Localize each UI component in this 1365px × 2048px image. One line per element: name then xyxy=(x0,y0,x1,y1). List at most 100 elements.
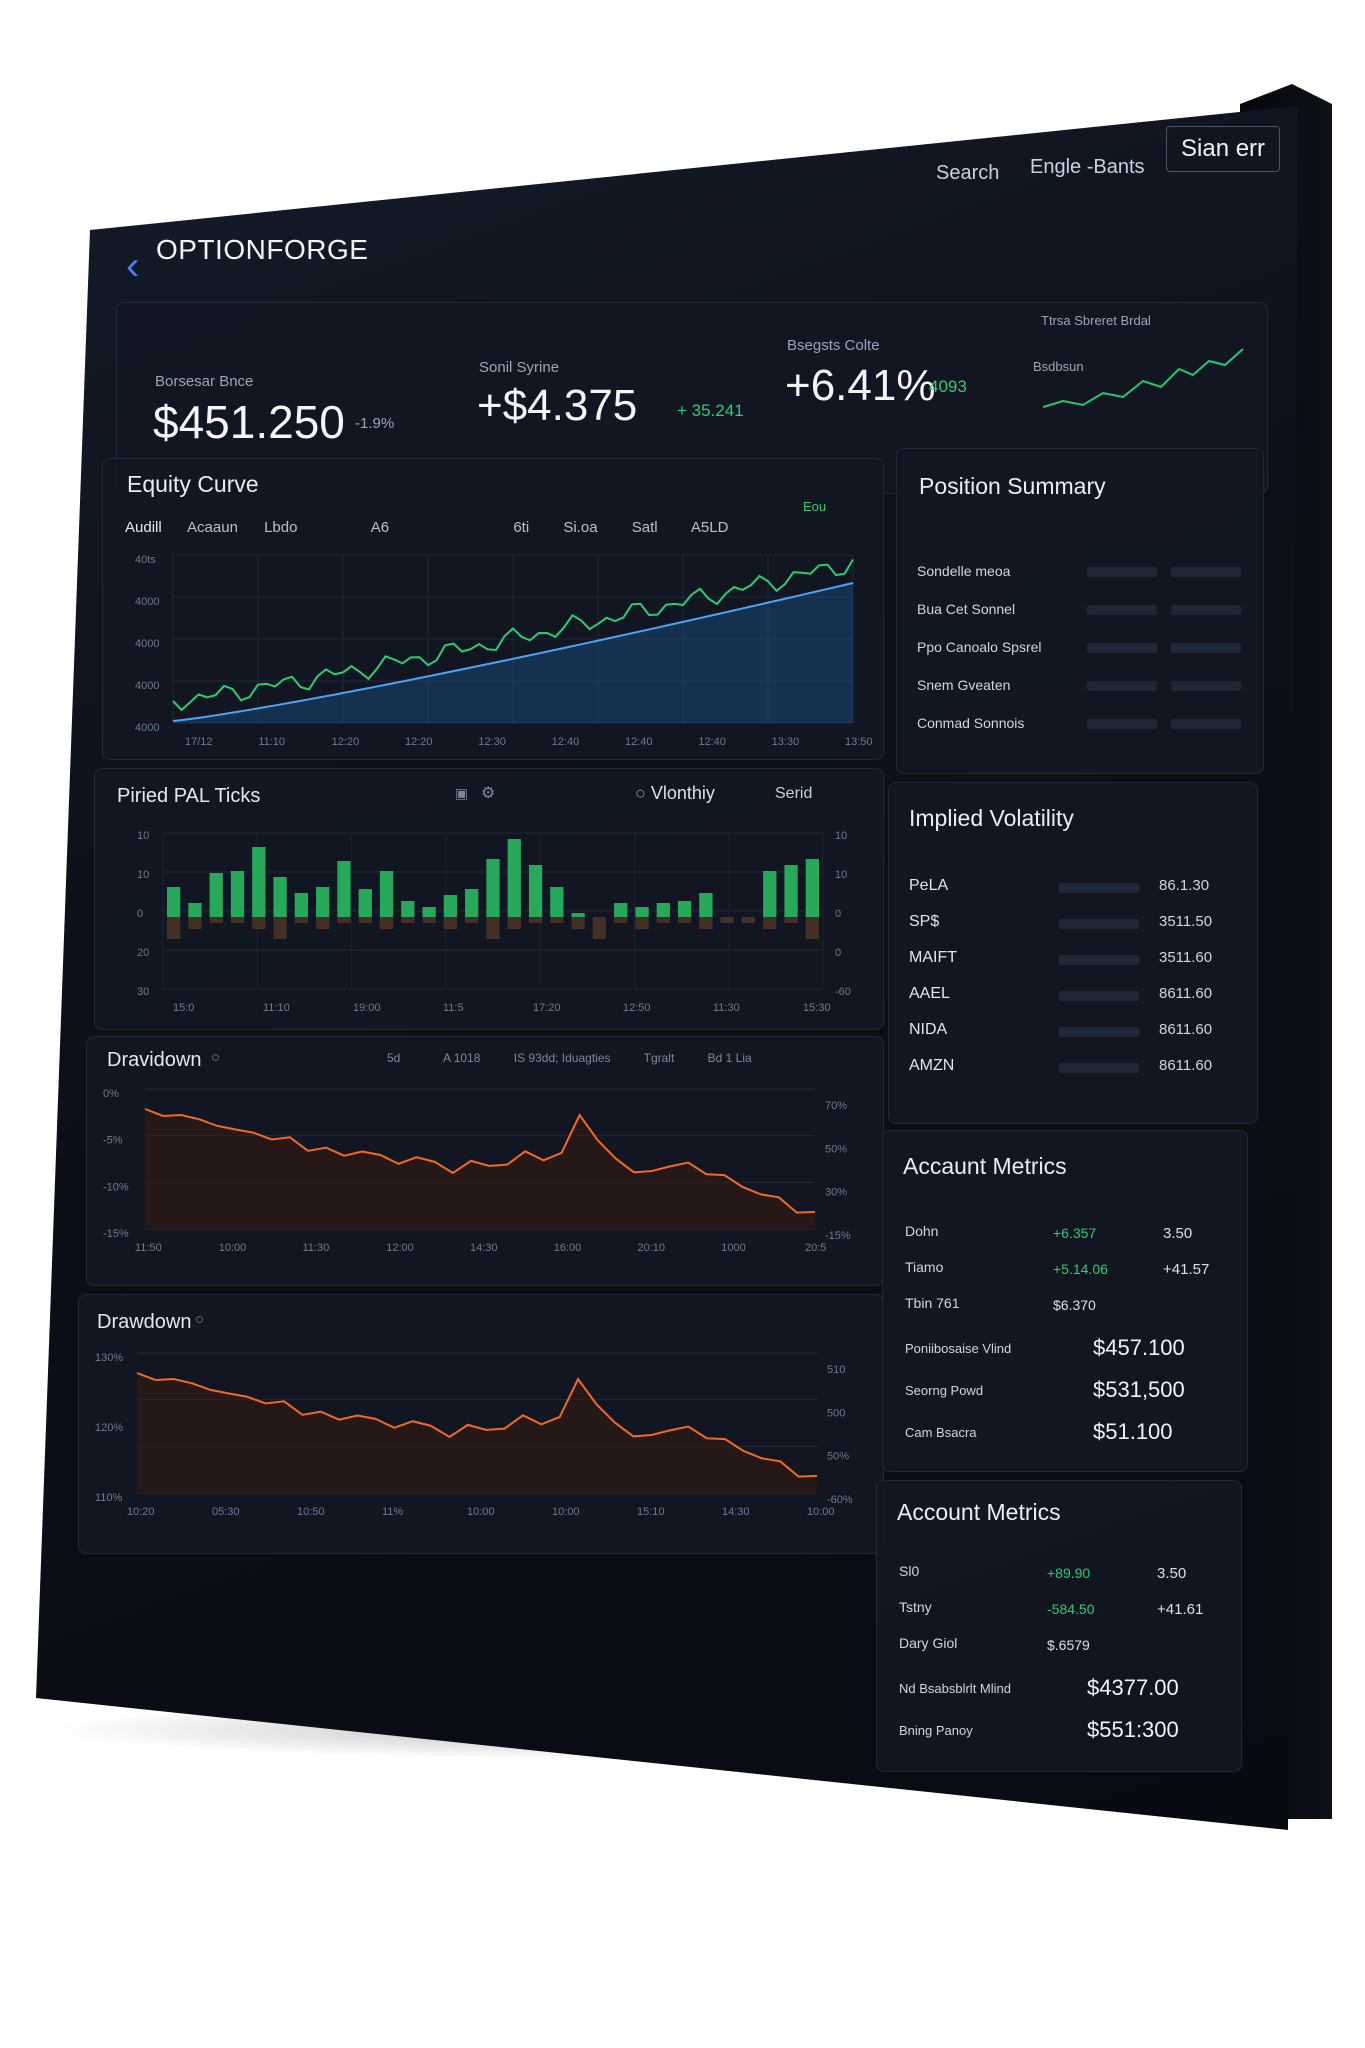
equity-x-tick: 12:20 xyxy=(332,736,360,748)
account-metrics-panel-2: Account Metrics Sl0 +89.90 3.50 Tstny -584.5… xyxy=(876,1480,1242,1772)
drawdown2-y-tick: 120% xyxy=(95,1422,123,1434)
account2-row-value-b: 3.50 xyxy=(1157,1565,1187,1582)
pnl-extra[interactable]: Serid xyxy=(775,785,813,802)
position-row-label: Conmad Sonnois xyxy=(917,715,1025,731)
pnl-toggle[interactable]: ○ Vlonthiy xyxy=(635,783,715,804)
account2-row-label: Tstny xyxy=(899,1599,932,1615)
implied-vol-row[interactable]: NIDA 8611.60 xyxy=(889,1015,1257,1049)
equity-legend: Eou xyxy=(803,499,827,514)
value-placeholder xyxy=(1059,919,1139,929)
account1-row: Tbin 761 $6.370 xyxy=(883,1289,1247,1323)
implied-vol-ticker: MAIFT xyxy=(909,949,957,966)
pnl-y-tick: 10 xyxy=(137,830,149,842)
equity-tab[interactable]: Satl xyxy=(631,519,658,536)
pnl-y-tick-right: 10 xyxy=(835,830,847,842)
value-placeholder xyxy=(1087,719,1157,729)
pnl-bar xyxy=(507,839,521,917)
settings-icon[interactable]: ⚙ xyxy=(481,785,496,802)
nav-search[interactable]: Search xyxy=(936,162,1000,184)
drawdown1-x-tick: 14:30 xyxy=(470,1242,498,1254)
pnl-bar xyxy=(528,865,543,917)
position-row[interactable]: Conmad Sonnois xyxy=(897,709,1263,743)
pnl-bar xyxy=(465,889,479,917)
equity-panel: Equity Curve Audill Acaaun Lbdo A6 6ti S… xyxy=(102,458,884,760)
pnl-bar-negative xyxy=(656,917,670,923)
pnl-title: Piried PAL Ticks xyxy=(117,785,261,807)
account2-row-value-b: +41.61 xyxy=(1157,1601,1204,1618)
back-icon[interactable]: ‹ xyxy=(126,244,140,288)
drawdown2-x-tick: 14:30 xyxy=(722,1506,750,1518)
pnl-y-tick-right: 10 xyxy=(835,869,847,881)
implied-vol-value: 8611.60 xyxy=(1159,1057,1213,1074)
calendar-icon[interactable]: ▣ xyxy=(455,785,469,801)
implied-vol-row[interactable]: AAEL 8611.60 xyxy=(889,979,1257,1013)
pnl-bar-negative xyxy=(273,917,287,939)
drawdown1-y-tick-right: 70% xyxy=(825,1100,847,1112)
drawdown-header-item: A 1018 xyxy=(443,1051,481,1065)
lock-icon: ○ xyxy=(635,783,646,803)
value-placeholder xyxy=(1059,955,1139,965)
implied-vol-row[interactable]: MAIFT 3511.60 xyxy=(889,943,1257,977)
drawdown1-x-tick: 16:00 xyxy=(554,1242,582,1254)
drawdown2-x-tick: 11% xyxy=(382,1506,403,1518)
value-placeholder xyxy=(1171,567,1241,577)
info-icon-1[interactable]: ○ xyxy=(211,1049,221,1066)
equity-tab[interactable]: A6 xyxy=(370,519,390,536)
stat-label-4: Ttrsa Sbreret Brdal xyxy=(1041,313,1151,328)
brand-title: OPTIONFORGE xyxy=(156,234,369,265)
value-placeholder xyxy=(1087,681,1157,691)
implied-vol-value: 3511.60 xyxy=(1159,949,1213,966)
position-row[interactable]: Sondelle meoa xyxy=(897,557,1263,591)
implied-vol-row[interactable]: PeLA 86.1.30 xyxy=(889,871,1257,905)
equity-tab[interactable]: 6ti xyxy=(513,519,530,536)
equity-tab[interactable]: Lbdo xyxy=(264,519,298,536)
equity-tab[interactable]: Si.oa xyxy=(563,519,598,536)
implied-vol-ticker: SP$ xyxy=(909,913,940,930)
pnl-x-tick: 11:10 xyxy=(263,1002,290,1014)
implied-vol-row[interactable]: AMZN 8611.60 xyxy=(889,1051,1257,1085)
implied-vol-ticker: PeLA xyxy=(909,877,949,894)
sparkline-chart xyxy=(1043,348,1244,408)
pnl-panel: Piried PAL Ticks ▣ ⚙ ○ Vlonthiy Serid 10… xyxy=(94,768,884,1030)
position-row[interactable]: Ppo Canoalo Spsrel xyxy=(897,633,1263,667)
nav-engle-bants[interactable]: Engle -Bants xyxy=(1030,156,1145,178)
position-row[interactable]: Snem Gveaten xyxy=(897,671,1263,705)
equity-benchmark-line xyxy=(172,582,854,722)
drawdown2-y-tick: 130% xyxy=(95,1352,123,1364)
pnl-bar xyxy=(230,871,245,917)
pnl-bar-negative xyxy=(805,917,819,939)
equity-title: Equity Curve xyxy=(127,471,259,497)
pnl-bar-negative xyxy=(614,917,628,923)
account2-big-value: $4377.00 xyxy=(1087,1675,1179,1700)
equity-x-tick: 12:40 xyxy=(698,736,726,748)
pnl-bar xyxy=(550,887,564,917)
pnl-y-tick: 10 xyxy=(137,869,149,881)
equity-tab[interactable]: A5LD xyxy=(690,519,729,536)
account1-row-value-a: $6.370 xyxy=(1053,1297,1096,1313)
pnl-bar-negative xyxy=(550,917,564,923)
stat-value-2: +$4.375 xyxy=(477,381,638,430)
account-metrics-title-2: Account Metrics xyxy=(897,1499,1061,1525)
pnl-bar xyxy=(188,903,202,917)
implied-vol-row[interactable]: SP$ 3511.50 xyxy=(889,907,1257,941)
account2-row-value-a: -584.50 xyxy=(1047,1601,1095,1617)
pnl-bar-negative xyxy=(188,917,202,929)
drawdown1-x-tick: 20:10 xyxy=(638,1242,666,1254)
drawdown1-y-tick-right: 30% xyxy=(825,1187,847,1199)
account1-big-row: Cam Bsacra $51.100 xyxy=(883,1415,1247,1455)
drawdown-chart-1: 0% -5% -10% -15% 70% 50% 30% -15% 11:50 10:00 11:3… xyxy=(103,1088,851,1254)
drawdown1-x-tick: 11:50 xyxy=(135,1242,162,1254)
drawdown1-y-tick: 0% xyxy=(103,1088,119,1100)
pnl-bar xyxy=(379,871,394,917)
pnl-bar-negative xyxy=(316,917,330,929)
signin-button[interactable]: Sian err xyxy=(1166,126,1281,172)
position-row[interactable]: Bua Cet Sonnel xyxy=(897,595,1263,629)
info-icon-2[interactable]: ○ xyxy=(195,1311,205,1328)
equity-tab[interactable]: Acaaun xyxy=(187,519,238,536)
equity-tab[interactable]: Audill xyxy=(125,519,162,536)
account2-big-row: Nd Bsabsblrlt Mlind $4377.00 xyxy=(877,1671,1241,1711)
pnl-y-tick: 0 xyxy=(137,908,143,920)
account2-big-value: $551:300 xyxy=(1087,1717,1179,1742)
drawdown-header-item: 5d xyxy=(387,1051,401,1065)
pnl-bar-negative xyxy=(379,917,394,929)
